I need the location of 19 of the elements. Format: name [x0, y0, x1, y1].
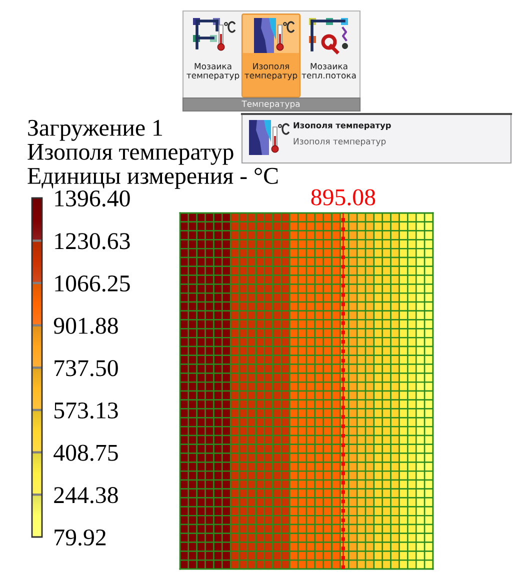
color-bar-label: 901.88: [54, 318, 118, 334]
color-bar-label: 1230.63: [55, 233, 130, 250]
text: Изополя температур: [244, 63, 298, 80]
color-bar-label: 1066.25: [55, 275, 130, 292]
chart-title: Загружение 1: [28, 120, 162, 141]
text: Температура: [242, 100, 300, 109]
color-bar-label: 244.38: [54, 487, 118, 504]
text: Изополя температур: [294, 122, 391, 130]
color-bar-label: 79.92: [54, 529, 106, 546]
text: Мозаика температур: [186, 63, 240, 80]
color-bar-label: 408.75: [54, 444, 118, 461]
color-bar-label: 1396.40: [55, 190, 130, 207]
text: Мозаика тепл.потока: [302, 63, 356, 79]
text: 895.08: [311, 189, 376, 206]
chart-subtitle: Изополя температур: [28, 144, 234, 165]
color-bar-label: 573.13: [54, 402, 118, 419]
color-bar-title: Единицы измерения - °C: [28, 168, 278, 189]
text: Изополя температур: [294, 138, 386, 146]
color-bar-label: 737.50: [54, 360, 118, 376]
